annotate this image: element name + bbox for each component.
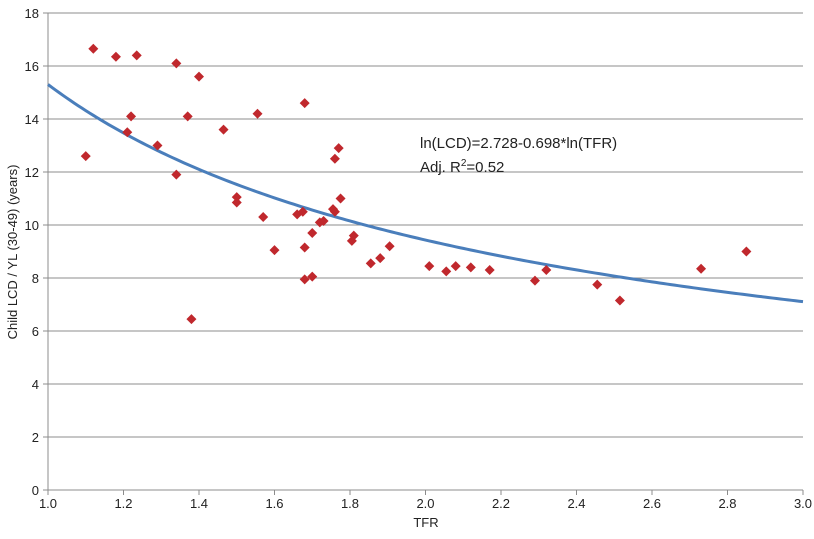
data-point-marker — [696, 263, 707, 274]
data-point-marker — [231, 192, 242, 203]
x-tick-label: 1.0 — [39, 496, 57, 511]
data-point-marker — [88, 43, 99, 54]
data-point-marker — [329, 206, 340, 217]
data-point-marker — [171, 169, 182, 180]
x-tick-label: 2.2 — [492, 496, 510, 511]
data-point-marker — [182, 111, 193, 122]
data-point-marker — [131, 50, 142, 61]
data-point-marker — [307, 227, 318, 238]
data-point-marker — [218, 124, 229, 135]
data-point-marker — [424, 261, 435, 272]
data-point-marker — [252, 108, 263, 119]
data-point-marker — [80, 151, 91, 162]
y-tick-label: 8 — [32, 271, 39, 286]
data-point-marker — [441, 266, 452, 277]
r-squared-suffix: =0.52 — [466, 159, 504, 176]
data-point-marker — [465, 262, 476, 273]
x-tick-label: 1.2 — [114, 496, 132, 511]
y-tick-label: 18 — [25, 6, 39, 21]
data-point-marker — [299, 242, 310, 253]
x-tick-label: 3.0 — [794, 496, 812, 511]
data-point-marker — [335, 193, 346, 204]
fit-curve — [47, 83, 804, 304]
data-point-marker — [110, 51, 121, 62]
y-tick-label: 4 — [32, 377, 39, 392]
data-points — [80, 43, 752, 325]
data-point-marker — [194, 71, 204, 82]
data-point-marker — [484, 265, 495, 276]
y-axis-label: Child LCD / YL (30-49) (years) — [5, 165, 20, 340]
y-tick-label: 2 — [32, 430, 39, 445]
data-point-marker — [171, 58, 182, 69]
x-axis-label: TFR — [413, 515, 438, 530]
data-point-marker — [231, 197, 242, 208]
x-tick-label: 1.6 — [265, 496, 283, 511]
data-point-marker — [365, 258, 376, 269]
data-point-marker — [186, 314, 197, 325]
equation-annotation: ln(LCD)=2.728-0.698*ln(TFR) — [420, 135, 617, 152]
data-point-marker — [384, 241, 395, 252]
r-squared-superscript: 2 — [461, 158, 467, 169]
data-point-marker — [333, 143, 344, 154]
x-tick-label: 2.0 — [416, 496, 434, 511]
data-point-marker — [329, 153, 340, 164]
data-point-marker — [450, 261, 461, 272]
x-tick-label: 1.8 — [341, 496, 359, 511]
data-point-marker — [541, 265, 552, 276]
data-point-marker — [741, 246, 752, 257]
axes: 0 2 4 6 8 10 12 14 16 18 1.0 1.2 1.4 1.6 1.8 2.0 2.2 2.4 2… — [25, 6, 813, 511]
data-point-marker — [299, 98, 310, 109]
data-point-marker — [614, 295, 625, 306]
gridlines — [48, 12, 803, 438]
data-point-marker — [318, 216, 329, 227]
data-point-marker — [299, 274, 310, 285]
y-tick-label: 10 — [25, 218, 39, 233]
y-tick-label: 16 — [25, 59, 39, 74]
x-tick-label: 1.4 — [190, 496, 208, 511]
data-point-marker — [269, 245, 280, 256]
x-tick-label: 2.4 — [567, 496, 585, 511]
y-tick-label: 14 — [25, 112, 39, 127]
data-point-marker — [297, 206, 308, 217]
r-squared-annotation: Adj. R2=0.52 — [420, 158, 504, 176]
y-tick-label: 12 — [25, 165, 39, 180]
fit-curve-layer — [47, 83, 804, 304]
data-point-marker — [126, 111, 137, 122]
data-point-marker — [529, 275, 540, 286]
data-point-marker — [122, 127, 133, 138]
x-tick-label: 2.8 — [718, 496, 736, 511]
y-tick-label: 0 — [32, 483, 39, 498]
x-tick-label: 2.6 — [643, 496, 661, 511]
data-point-marker — [258, 212, 269, 223]
r-squared-prefix: Adj. R — [420, 159, 461, 176]
y-tick-label: 6 — [32, 324, 39, 339]
data-point-marker — [375, 253, 386, 264]
data-point-marker — [592, 279, 603, 290]
data-point-marker — [348, 230, 359, 241]
data-point-marker — [152, 140, 163, 151]
data-point-marker — [307, 271, 318, 282]
